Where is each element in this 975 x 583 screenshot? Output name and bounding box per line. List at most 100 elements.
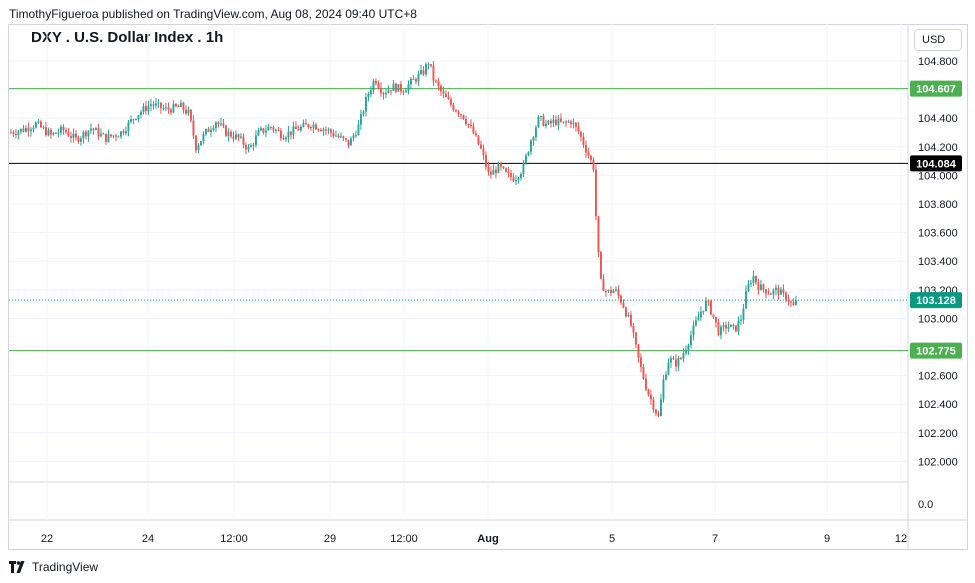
price-axis[interactable]: 104.800104.600104.400104.200104.000103.8… xyxy=(918,56,958,511)
candle-body xyxy=(662,379,665,400)
candle-body xyxy=(625,307,627,317)
candle-body xyxy=(17,131,20,135)
candle-body xyxy=(697,317,700,321)
candle-body xyxy=(45,127,47,136)
candle-body xyxy=(297,129,300,131)
y-tick-label: 104.400 xyxy=(918,113,958,125)
price-level-badge[interactable] xyxy=(910,292,962,309)
x-tick-label: 12:00 xyxy=(220,533,248,545)
candle-body xyxy=(695,320,697,326)
candle-body xyxy=(210,129,212,133)
candle-body xyxy=(245,144,247,150)
candle-body xyxy=(640,357,642,367)
currency-button[interactable]: USD xyxy=(914,29,962,51)
candle-body xyxy=(427,64,430,66)
candle-body xyxy=(722,325,725,327)
candle-body xyxy=(280,130,282,139)
candle-body xyxy=(745,290,747,309)
candle-body xyxy=(362,111,365,115)
candle-body xyxy=(87,130,90,137)
candle-body xyxy=(782,289,785,293)
candle-body xyxy=(267,126,270,131)
candle-body xyxy=(332,132,335,137)
candle-body xyxy=(137,115,140,119)
candle-body xyxy=(422,70,425,75)
candle-body xyxy=(730,324,732,327)
price-level-badge-label: 102.775 xyxy=(916,346,956,358)
candle-body xyxy=(575,122,577,127)
candle-body xyxy=(232,136,235,139)
y-tick-label: 102.600 xyxy=(918,371,958,383)
candle-body xyxy=(672,358,675,360)
candle-body xyxy=(370,90,372,95)
candle-body xyxy=(202,134,205,142)
candle-body xyxy=(417,74,420,82)
candle-body xyxy=(510,172,512,178)
candle-body xyxy=(522,163,525,175)
candle-body xyxy=(700,311,702,318)
time-axis[interactable]: 22 24 12:00 29 12:00 Aug 5 7 9 12 xyxy=(41,533,907,545)
candle-body xyxy=(627,314,630,317)
candle-body xyxy=(602,278,605,291)
candle-body xyxy=(55,132,57,134)
candle-body xyxy=(275,129,277,131)
candle-body xyxy=(227,131,230,137)
candle-body xyxy=(182,102,185,110)
candle-body xyxy=(407,84,410,91)
candle-body xyxy=(450,99,452,105)
candle-body xyxy=(192,120,195,136)
candle-body xyxy=(175,103,177,107)
candle-body xyxy=(615,289,617,291)
candle-body xyxy=(165,107,167,109)
candle-body xyxy=(135,118,137,120)
candle-body xyxy=(777,287,780,295)
y-tick-label: 103.400 xyxy=(918,256,958,268)
candle-body xyxy=(342,136,345,139)
price-level-badge[interactable] xyxy=(910,155,962,172)
candle-body xyxy=(257,130,260,136)
candle-body xyxy=(335,135,337,137)
footer-brand[interactable]: TradingView xyxy=(9,560,98,574)
candle-body xyxy=(590,155,592,161)
candle-body xyxy=(50,130,52,135)
candle-body xyxy=(157,102,160,104)
candle-body xyxy=(732,324,735,326)
candle-body xyxy=(770,293,772,295)
candle-body xyxy=(65,130,67,133)
candle-body xyxy=(285,137,287,140)
candle-body xyxy=(527,151,530,156)
candle-body xyxy=(475,133,477,136)
candle-body xyxy=(490,171,492,175)
candle-body xyxy=(747,284,750,291)
candle-body xyxy=(420,70,422,75)
x-tick-label: 5 xyxy=(609,533,615,545)
candle-body xyxy=(190,109,192,121)
candle-body xyxy=(410,78,412,85)
candle-body xyxy=(665,374,667,380)
candle-body xyxy=(110,134,112,137)
candle-body xyxy=(707,300,710,302)
candle-body xyxy=(77,137,80,142)
candle-body xyxy=(385,92,387,95)
chart-title: DXY . U.S. Dollar Index . 1h xyxy=(31,29,224,46)
candle-body xyxy=(687,345,690,350)
candle-body xyxy=(452,104,455,111)
price-level-badge[interactable] xyxy=(910,80,962,97)
y-tick-label: 102.400 xyxy=(918,399,958,411)
candle-body xyxy=(132,119,135,121)
candle-body xyxy=(790,301,792,303)
candle-body xyxy=(597,216,600,253)
candle-body xyxy=(400,84,402,92)
candle-body xyxy=(130,119,132,122)
candle-body xyxy=(172,103,175,113)
candle-body xyxy=(432,65,435,81)
candle-body xyxy=(405,90,407,93)
candle-body xyxy=(675,359,677,367)
candle-body xyxy=(502,166,505,169)
candle-body xyxy=(560,118,562,122)
candle-body xyxy=(67,132,70,137)
candle-body xyxy=(195,135,197,151)
candle-body xyxy=(320,129,322,132)
price-level-badge[interactable] xyxy=(910,342,962,359)
